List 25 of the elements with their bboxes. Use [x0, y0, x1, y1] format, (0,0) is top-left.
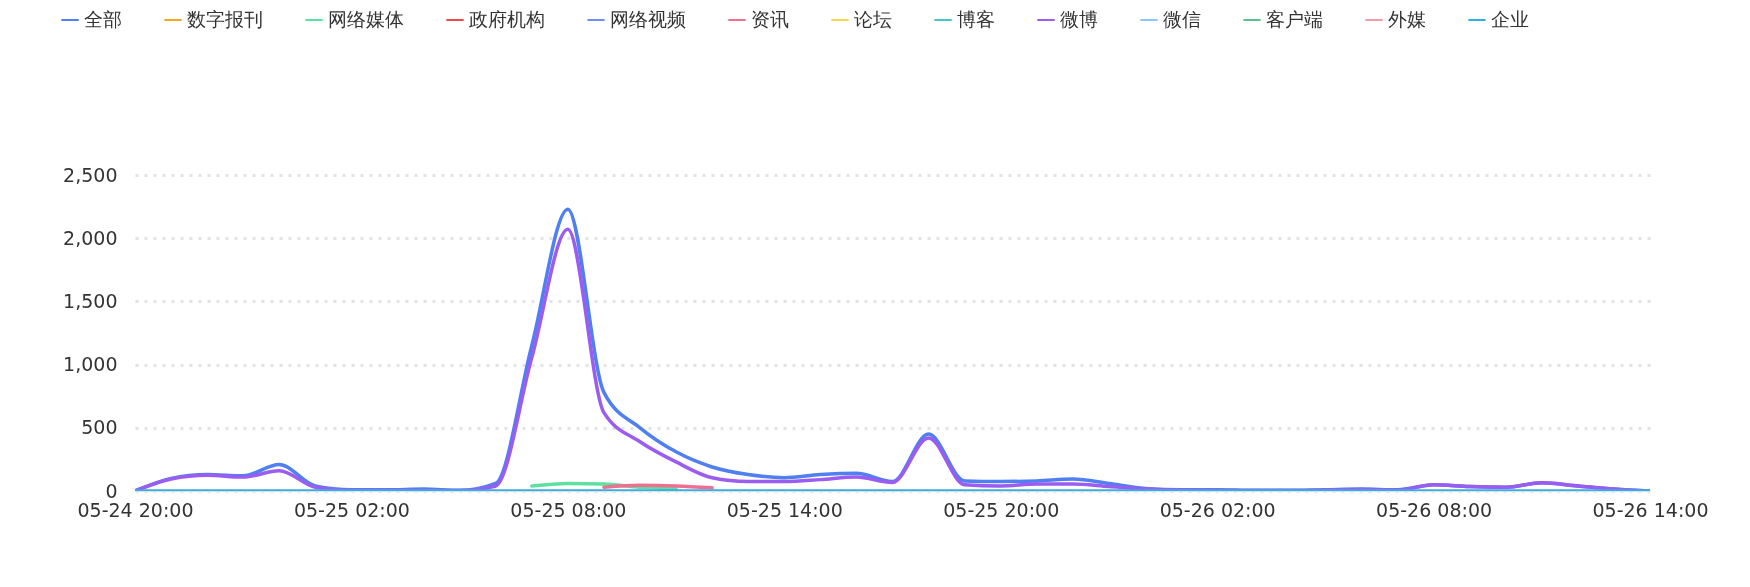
x-tick-label: 05-25 20:00 — [943, 498, 1060, 521]
x-tick-label: 05-26 08:00 — [1376, 498, 1493, 521]
y-tick-label: 1,000 — [63, 353, 118, 376]
legend-label: 资讯 — [751, 8, 789, 30]
legend-label: 外媒 — [1388, 8, 1426, 30]
y-tick-label: 2,500 — [63, 163, 118, 186]
legend-label: 数字报刊 — [187, 8, 263, 30]
legend-label: 论坛 — [854, 8, 892, 30]
x-tick-label: 05-26 14:00 — [1592, 498, 1709, 521]
legend-label: 政府机构 — [469, 8, 545, 30]
legend-label: 网络视频 — [610, 8, 686, 30]
legend-label: 微博 — [1060, 8, 1098, 30]
y-tick-label: 500 — [81, 416, 118, 439]
legend-label: 微信 — [1163, 8, 1201, 30]
legend-label: 全部 — [84, 8, 122, 30]
legend-label: 企业 — [1491, 8, 1529, 30]
x-tick-label: 05-25 08:00 — [510, 498, 627, 521]
y-tick-label: 2,000 — [63, 226, 118, 249]
legend-label: 博客 — [957, 8, 995, 30]
y-tick-label: 1,500 — [63, 289, 118, 312]
x-tick-label: 05-26 02:00 — [1159, 498, 1276, 521]
legend-label: 网络媒体 — [328, 8, 404, 30]
legend-label: 客户端 — [1266, 8, 1323, 30]
x-tick-label: 05-25 02:00 — [293, 498, 410, 521]
x-tick-label: 05-25 14:00 — [726, 498, 843, 521]
